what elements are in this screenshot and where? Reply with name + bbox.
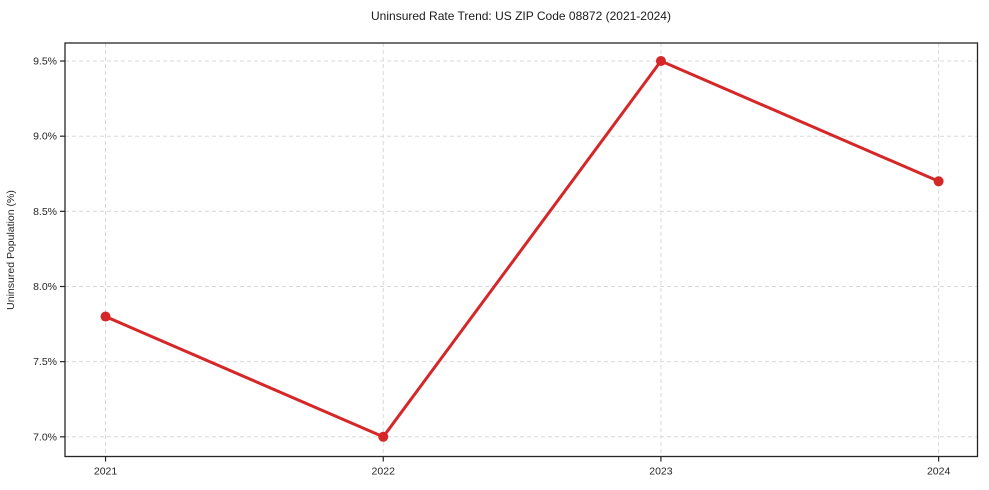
x-tick-label: 2023 — [649, 466, 673, 478]
plot-border — [64, 42, 979, 458]
chart-title: Uninsured Rate Trend: US ZIP Code 08872 … — [371, 9, 671, 23]
y-tick-label: 8.5% — [33, 206, 57, 218]
y-tick-label: 7.0% — [33, 431, 57, 443]
y-tick-label: 9.5% — [33, 56, 57, 68]
data-point — [655, 56, 666, 67]
y-tick-label: 8.0% — [33, 281, 57, 293]
series-layer — [100, 56, 944, 442]
data-point — [933, 176, 944, 187]
x-tick-label: 2022 — [372, 466, 396, 478]
axes-layer: 7.0% 7.5% 8.0% 8.5% 9.0% 9.5% 2021 2022 2023 2024 — [33, 42, 979, 478]
y-tick-label: 9.0% — [33, 131, 57, 143]
trend-line — [104, 59, 941, 439]
gridlines-layer — [65, 43, 978, 457]
y-tick-label: 7.5% — [33, 356, 57, 368]
data-point — [378, 431, 389, 442]
x-tick-label: 2021 — [94, 466, 118, 478]
x-tick-label: 2024 — [927, 466, 951, 478]
y-axis-label: Uninsured Population (%) — [5, 190, 17, 310]
data-point — [100, 311, 111, 322]
